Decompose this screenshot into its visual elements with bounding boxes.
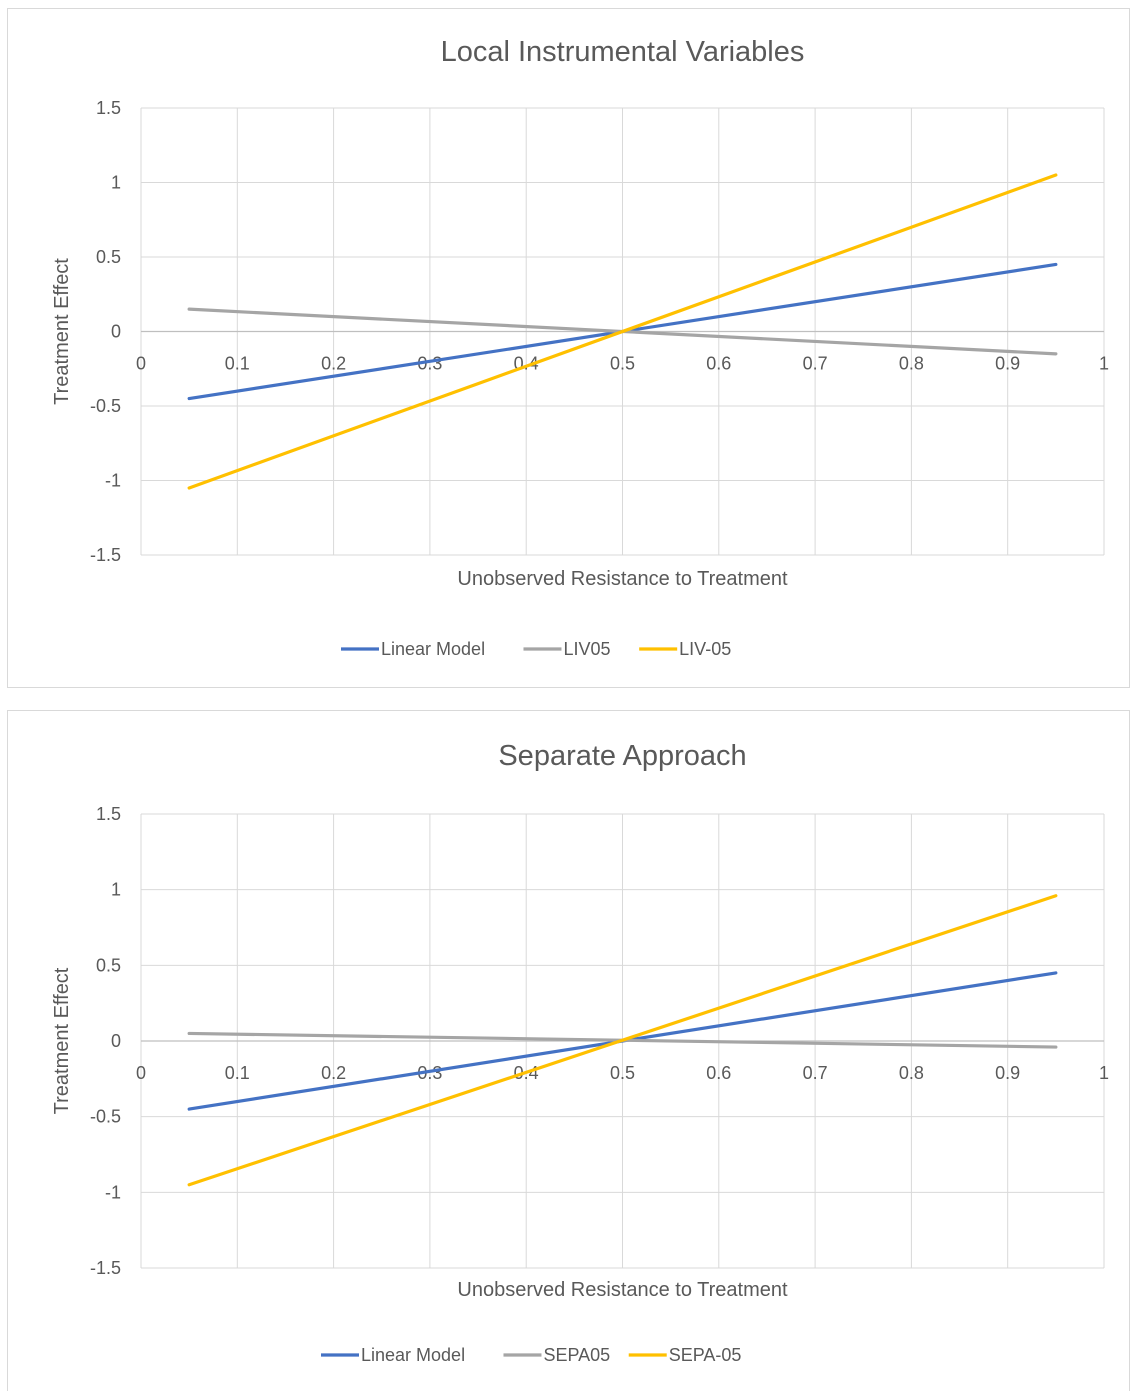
- x-tick-label: 0.7: [803, 354, 828, 374]
- legend-label-linear-model: Linear Model: [361, 1345, 465, 1365]
- y-axis-label: Treatment Effect: [51, 258, 73, 405]
- legend-label-liv-05: LIV-05: [679, 639, 731, 659]
- x-axis-label: Unobserved Resistance to Treatment: [457, 1279, 788, 1301]
- series-line-liv-05: [187, 173, 1058, 490]
- y-tick-label: 0.5: [96, 247, 121, 267]
- chart-title: Local Instrumental Variables: [441, 36, 805, 68]
- y-tick-label: -1: [105, 471, 121, 491]
- x-tick-label: 0.5: [610, 354, 635, 374]
- y-axis-label: Treatment Effect: [51, 967, 73, 1114]
- chart-separate-approach: Separate Approach 1.5 1 0.5 0 -0.5 -1 -1.5 0 0.1 0…: [7, 710, 1130, 1391]
- x-tick-label: 0.1: [225, 354, 250, 374]
- x-tick-label: 0.5: [610, 1063, 635, 1083]
- x-tick-label: 0.8: [899, 1063, 924, 1083]
- x-tick-label: 0.2: [321, 1063, 346, 1083]
- chart-2-svg: Separate Approach 1.5 1 0.5 0 -0.5 -1 -1.5 0 0.1 0…: [51, 740, 1109, 1365]
- legend-label-sepa-05: SEPA-05: [669, 1345, 742, 1365]
- x-axis-label: Unobserved Resistance to Treatment: [457, 568, 788, 590]
- x-tick-label: 0.2: [321, 354, 346, 374]
- x-tick-label: 0.6: [706, 1063, 731, 1083]
- x-tick-label: 0: [136, 354, 146, 374]
- y-tick-label: -1.5: [90, 545, 121, 565]
- x-tick-label: 0.6: [706, 354, 731, 374]
- x-tick-label: 0.3: [417, 1063, 442, 1083]
- x-tick-label: 1: [1099, 1063, 1109, 1083]
- x-tick-label: 0.1: [225, 1063, 250, 1083]
- y-tick-label: 1.5: [96, 98, 121, 118]
- y-tick-label: 0: [111, 1031, 121, 1051]
- chart-title: Separate Approach: [498, 740, 746, 772]
- y-tick-label: 1.5: [96, 804, 121, 824]
- legend-label-sepa05: SEPA05: [543, 1345, 610, 1365]
- x-tick-label: 0.9: [995, 354, 1020, 374]
- x-tick-label: 0: [136, 1063, 146, 1083]
- x-tick-label: 0.7: [803, 1063, 828, 1083]
- y-tick-label: 0.5: [96, 955, 121, 975]
- legend-label-liv05: LIV05: [563, 639, 610, 659]
- x-tick-label: 0.9: [995, 1063, 1020, 1083]
- y-tick-label: 0: [111, 322, 121, 342]
- y-tick-label: 1: [111, 173, 121, 193]
- chart-1-svg: Local Instrumental Variables 1.5 1 0.5 0 -0.5…: [51, 36, 1109, 659]
- legend-label-linear-model: Linear Model: [381, 639, 485, 659]
- y-tick-label: -0.5: [90, 1107, 121, 1127]
- y-tick-label: 1: [111, 880, 121, 900]
- y-tick-label: -1.5: [90, 1258, 121, 1278]
- series-line-sepa-05: [187, 894, 1058, 1187]
- x-tick-label: 0.3: [417, 354, 442, 374]
- x-tick-label: 1: [1099, 354, 1109, 374]
- y-tick-label: -0.5: [90, 396, 121, 416]
- x-tick-label: 0.8: [899, 354, 924, 374]
- chart-local-instrumental-variables: Local Instrumental Variables 1.5 1 0.5 0 -0.5…: [7, 8, 1130, 688]
- y-tick-label: -1: [105, 1182, 121, 1202]
